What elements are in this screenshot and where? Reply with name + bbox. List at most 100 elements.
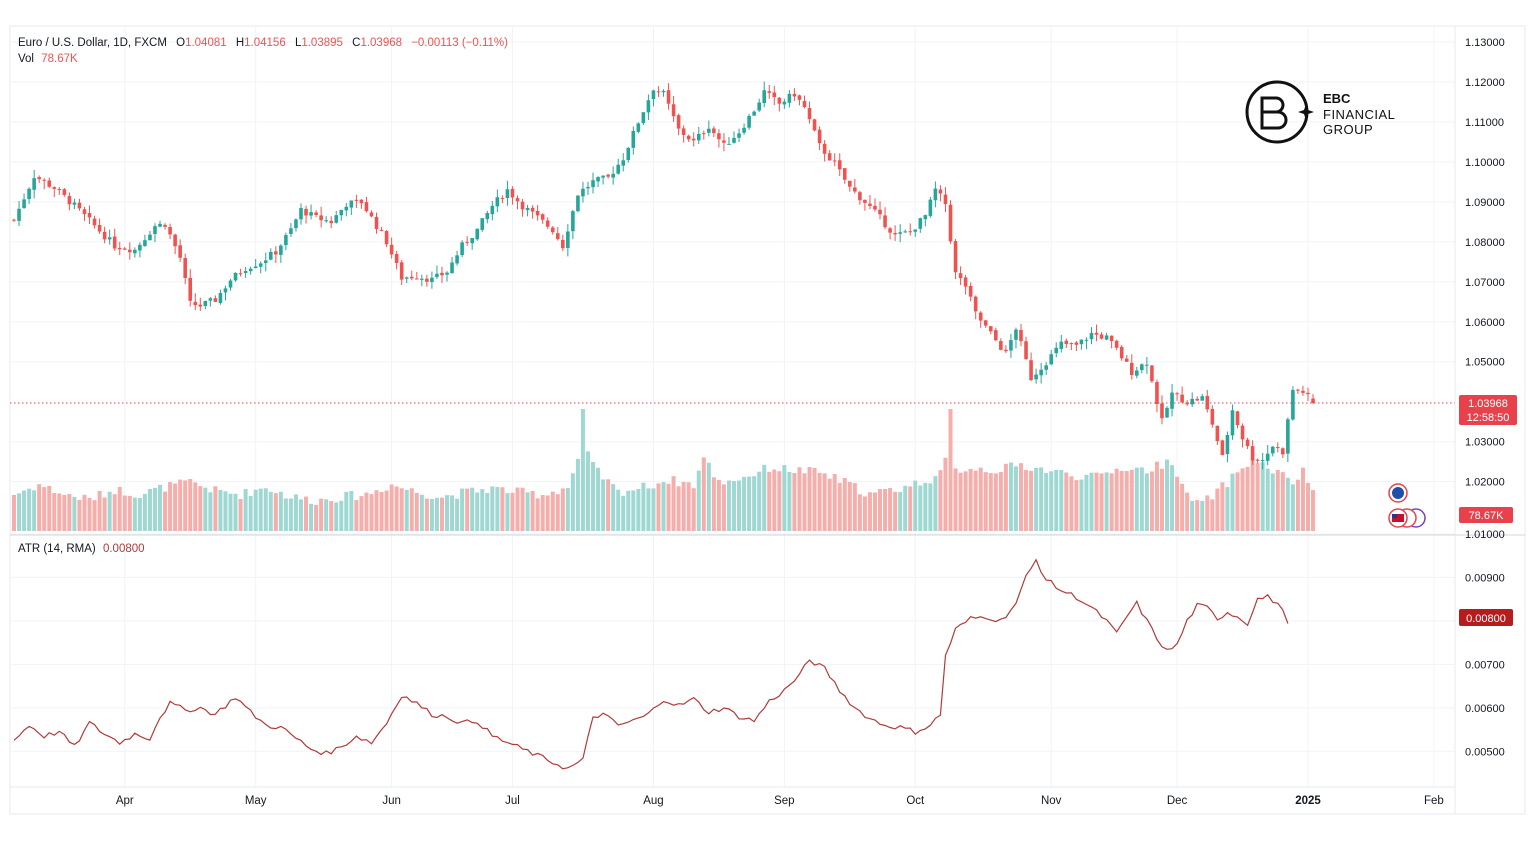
candle-body — [1265, 453, 1270, 461]
close-label: C — [352, 37, 360, 49]
volume-label[interactable]: Vol — [18, 53, 34, 65]
candle-body — [1024, 341, 1028, 360]
us-flag-canton — [1392, 514, 1397, 518]
volume-bar — [1144, 473, 1149, 531]
volume-bar — [218, 489, 223, 531]
candle-body — [1301, 390, 1305, 393]
candle-body — [520, 201, 525, 210]
candle-body — [279, 245, 283, 255]
volume-bar — [611, 484, 616, 531]
volume-bar — [752, 476, 757, 531]
candle-body — [62, 189, 67, 195]
candle-body — [742, 127, 746, 133]
volume-bar — [228, 493, 233, 531]
time-axis[interactable]: Apr May Jun Jul Aug Sep Oct Nov Dec 2025 Feb — [116, 795, 1444, 807]
price-tag-value: 1.03968 — [1468, 398, 1508, 410]
volume-bar — [575, 458, 580, 531]
volume-bar — [732, 481, 737, 531]
volume-bar — [540, 494, 545, 531]
logo-b-mark-icon — [1260, 96, 1288, 130]
volume-bar — [1134, 467, 1139, 531]
candle-body — [883, 215, 887, 228]
volume-bar — [152, 487, 157, 531]
volume-bar — [862, 496, 867, 531]
candle-body — [923, 215, 928, 220]
symbol-legend[interactable]: Euro / U.S. Dollar, 1D, FXCM O1.04081 H1… — [18, 37, 508, 65]
candle-body — [631, 130, 636, 148]
open-value: 1.04081 — [185, 37, 227, 49]
price-axis[interactable]: 1.13000 1.12000 1.11000 1.10000 1.09000 1.080… — [1465, 37, 1505, 758]
candle-body — [978, 312, 983, 321]
candle-body — [208, 298, 213, 301]
atr-legend[interactable]: ATR (14, RMA) 0.00800 — [18, 543, 145, 555]
chart-frame — [9, 25, 1526, 815]
volume-bar — [1255, 463, 1260, 531]
candle-body — [450, 262, 454, 273]
volume-bar — [112, 494, 117, 531]
volume-bar — [893, 491, 898, 531]
atr-tag[interactable]: 0.00800 — [1459, 609, 1513, 626]
volume-bar — [208, 492, 213, 531]
candle-body — [1311, 398, 1315, 403]
volume-bar — [721, 484, 726, 531]
candle-body — [384, 231, 389, 245]
volume-bar — [429, 498, 434, 531]
volume-bar — [963, 471, 968, 531]
volume-bar — [565, 488, 570, 531]
volume-bar — [767, 471, 772, 531]
candle-body — [732, 138, 736, 143]
volume-bar — [998, 472, 1003, 531]
volume-tag[interactable]: 78.67K — [1459, 507, 1513, 523]
symbol-title[interactable]: Euro / U.S. Dollar, 1D, FXCM — [18, 37, 167, 49]
time-tick-label: Aug — [643, 795, 663, 807]
volume-bar — [258, 488, 263, 531]
volume-bar — [72, 496, 77, 531]
volume-bar — [726, 480, 731, 531]
price-tag[interactable]: 1.03968 12:58:50 — [1459, 395, 1517, 425]
economic-events[interactable] — [1388, 483, 1426, 528]
candle-body — [198, 304, 203, 307]
volume-bar — [298, 499, 303, 531]
volume-bar — [193, 482, 198, 531]
volume-bar — [646, 488, 651, 531]
volume-bar — [389, 484, 394, 531]
volume-bar — [681, 482, 686, 531]
logo-line-3: GROUP — [1323, 122, 1373, 137]
candle-body — [404, 277, 409, 279]
volume-bar — [1275, 470, 1280, 531]
volume-bar — [399, 488, 404, 531]
candle-body — [933, 188, 938, 201]
logo-line-1: EBC — [1323, 91, 1351, 106]
candle-body — [752, 111, 756, 116]
volume-bar — [973, 470, 978, 531]
candle-body — [1119, 346, 1124, 359]
volume-bar — [701, 457, 706, 531]
candle-body — [173, 234, 177, 247]
volume-bar — [827, 478, 832, 531]
volume-bar — [822, 473, 827, 531]
candle-body — [178, 245, 182, 258]
candle-body — [27, 188, 31, 199]
volume-bar — [1250, 459, 1255, 531]
candle-body — [817, 129, 822, 144]
volume-bar — [1129, 469, 1134, 531]
volume-bar — [591, 461, 596, 531]
candle-body — [329, 220, 334, 224]
candle-body — [1240, 425, 1245, 440]
time-tick-label: Dec — [1167, 795, 1188, 807]
volume-bars — [12, 409, 1316, 531]
candle-body — [1291, 389, 1295, 420]
volume-bar — [1003, 463, 1008, 531]
volume-bar — [691, 488, 696, 531]
eu-flag-icon — [1392, 487, 1404, 499]
time-tick-label: Feb — [1424, 795, 1444, 807]
candle-body — [832, 160, 837, 162]
candle-body — [601, 175, 605, 178]
price-tick-label: 1.12000 — [1465, 77, 1505, 89]
volume-bar — [1008, 462, 1013, 531]
volume-bar — [1114, 468, 1119, 531]
volume-bar — [349, 491, 354, 531]
price-tag-box — [1459, 395, 1517, 425]
